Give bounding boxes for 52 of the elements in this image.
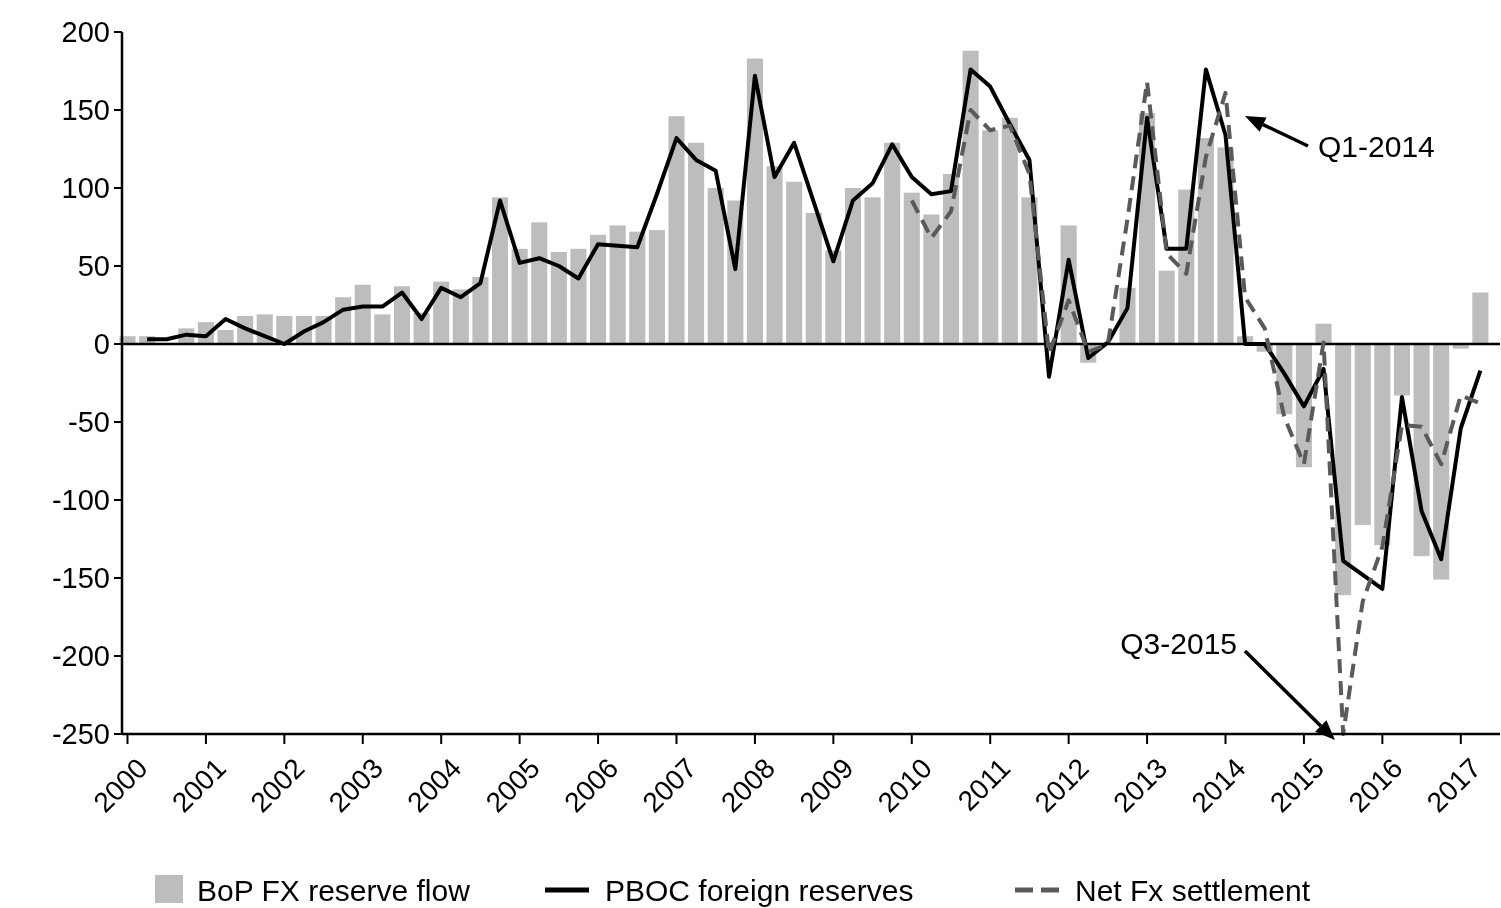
bar	[923, 214, 940, 344]
bar	[844, 188, 861, 344]
bar	[531, 222, 548, 344]
bar	[609, 225, 626, 344]
y-tick-label: 0	[93, 328, 110, 361]
y-tick-label: -150	[51, 562, 110, 595]
bar	[903, 192, 920, 344]
bar	[1374, 344, 1391, 546]
bar	[629, 231, 646, 344]
y-tick-label: 50	[77, 250, 110, 283]
bar	[668, 116, 685, 344]
legend-label: BoP FX reserve flow	[197, 873, 471, 907]
bar	[825, 250, 842, 344]
y-tick-label: 200	[61, 16, 110, 49]
y-tick-label: -50	[68, 406, 110, 439]
bar	[962, 50, 979, 344]
bar	[648, 230, 665, 344]
bar	[1021, 197, 1038, 344]
legend-label: PBOC foreign reserves	[605, 873, 914, 907]
bar	[570, 248, 587, 344]
y-tick-label: 100	[61, 172, 110, 205]
bar	[942, 173, 960, 344]
bar	[550, 251, 567, 344]
bar	[1158, 270, 1175, 344]
bar	[590, 234, 607, 344]
annotation: Q1-2014	[1318, 129, 1435, 163]
y-tick-label: -100	[51, 484, 110, 517]
bar	[805, 212, 822, 344]
bar	[472, 276, 489, 344]
bar	[707, 188, 724, 344]
bar	[688, 142, 705, 344]
y-tick-label: -250	[51, 718, 110, 751]
bar	[766, 166, 783, 344]
bar	[1472, 292, 1489, 344]
bar	[374, 314, 391, 344]
bar	[354, 284, 371, 344]
legend-label: Net Fx settlement	[1075, 873, 1311, 907]
bar	[1001, 117, 1018, 344]
bar	[452, 289, 469, 344]
bar	[884, 142, 901, 344]
y-tick-label: 150	[61, 94, 110, 127]
bar	[982, 130, 999, 344]
bar	[1354, 344, 1371, 525]
y-tick-label: -200	[51, 640, 110, 673]
annotation: Q3-2015	[1120, 626, 1237, 660]
bar	[1393, 344, 1410, 396]
bar	[1315, 323, 1332, 344]
bar	[511, 248, 528, 344]
bar	[864, 197, 881, 344]
bar	[786, 181, 803, 344]
bar	[1197, 138, 1214, 344]
bar	[217, 329, 234, 344]
